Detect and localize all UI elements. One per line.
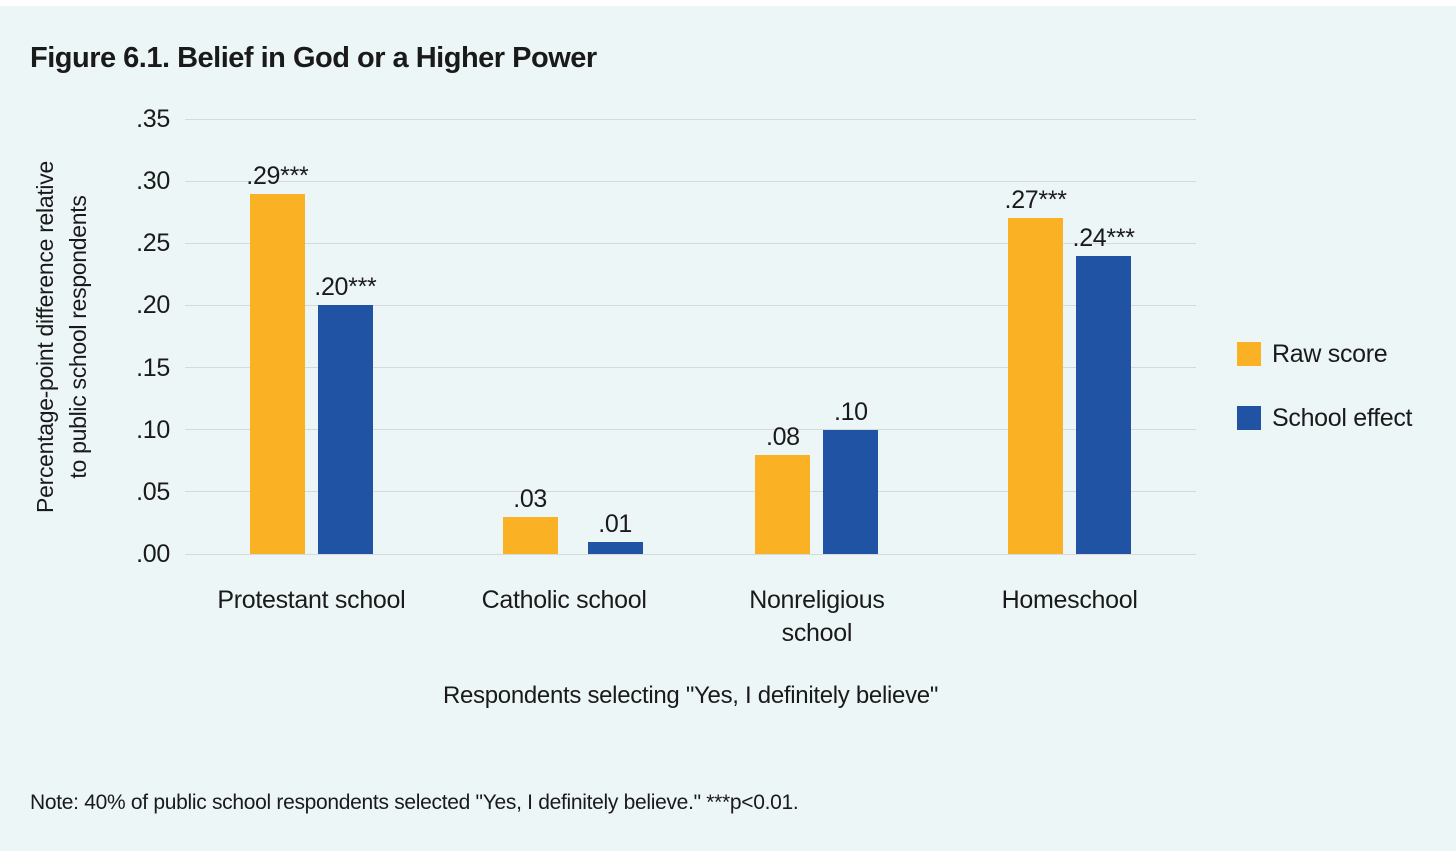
raw-score-swatch-icon xyxy=(1237,342,1261,366)
bar-value-label: .27*** xyxy=(1004,186,1067,215)
y-axis-tick-label: .35 xyxy=(136,105,170,133)
school-effect-bar xyxy=(1076,255,1132,554)
legend: Raw score School effect xyxy=(1237,336,1412,464)
y-axis-title-line-1: Percentage-point difference relative xyxy=(32,161,58,513)
bar-value-label: .01 xyxy=(598,509,633,538)
y-axis-tick-label: .00 xyxy=(136,540,170,568)
category-label: Catholic school xyxy=(481,586,647,614)
raw-score-bar xyxy=(249,193,305,554)
school-effect-bar xyxy=(587,541,643,554)
bar-value-label: .29*** xyxy=(246,161,309,190)
legend-label-school-effect: School effect xyxy=(1272,403,1413,432)
gridline xyxy=(185,429,1196,431)
bar-value-label: .03 xyxy=(513,484,548,513)
plot-area: .29*** .20*** Protestant school .03 .01 Catho… xyxy=(185,118,1196,647)
raw-score-bar xyxy=(1008,218,1064,554)
footnote: Note: 40% of public school respondents s… xyxy=(30,791,799,814)
y-axis-tick-label: .25 xyxy=(136,229,170,258)
gridline xyxy=(185,118,1196,120)
school-effect-bar xyxy=(823,429,879,554)
x-axis-title: Respondents selecting "Yes, I definitely… xyxy=(442,682,939,709)
gridline xyxy=(185,180,1196,182)
school-effect-swatch-icon xyxy=(1237,406,1261,430)
bar-value-label: .24*** xyxy=(1072,223,1135,252)
legend-label-raw-score: Raw score xyxy=(1272,339,1388,368)
bar-value-label: .10 xyxy=(833,397,868,426)
figure-canvas: Figure 6.1. Belief in God or a Higher Po… xyxy=(0,6,1456,851)
gridline xyxy=(185,553,1196,555)
y-axis-title-line-2: to public school respondents xyxy=(65,195,91,479)
school-effect-bar xyxy=(317,305,373,554)
bar-value-label: .20*** xyxy=(314,273,377,302)
legend-item-raw-score: Raw score xyxy=(1237,336,1412,372)
y-axis-tick-label: .05 xyxy=(136,477,170,506)
y-axis-tick-label: .10 xyxy=(136,415,170,444)
figure-title: Figure 6.1. Belief in God or a Higher Po… xyxy=(30,42,597,74)
y-axis-tick-label: .20 xyxy=(136,291,170,320)
bar-value-label: .08 xyxy=(765,422,800,451)
gridline xyxy=(185,367,1196,369)
gridline xyxy=(185,242,1196,244)
category-label: Protestant school xyxy=(217,586,406,614)
gridline xyxy=(185,304,1196,306)
raw-score-bar xyxy=(755,454,811,554)
raw-score-bar xyxy=(502,516,558,554)
category-label: Homeschool xyxy=(1001,586,1138,614)
y-axis-ticks: .00 .05 .10 .15 .20 .25 .30 .35 xyxy=(60,105,170,568)
legend-item-school-effect: School effect xyxy=(1237,400,1412,436)
y-axis-tick-label: .30 xyxy=(136,167,170,196)
gridline xyxy=(185,491,1196,493)
y-axis-title: Percentage-point difference relative to … xyxy=(29,87,95,587)
y-axis-tick-label: .15 xyxy=(136,353,170,382)
category-label: Nonreligious school xyxy=(749,586,885,647)
